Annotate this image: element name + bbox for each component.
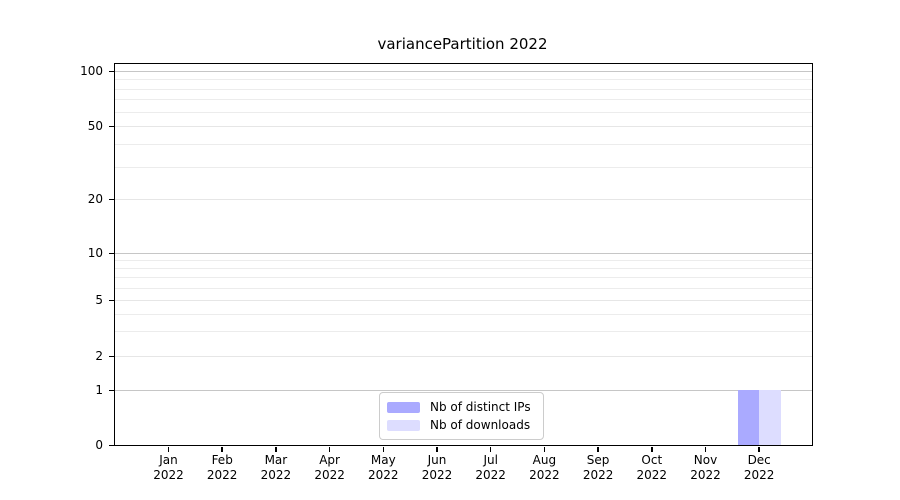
x-tick-mark <box>543 447 546 452</box>
x-tick-label-year: 2022 <box>153 468 184 482</box>
y-tick-label: 100 <box>80 64 103 78</box>
x-tick-label: Jun 2022 <box>407 453 467 483</box>
x-tick-label-month: Jul <box>483 453 498 467</box>
x-tick-mark <box>651 447 653 452</box>
x-tick-label: Apr 2022 <box>300 453 360 483</box>
y-gridline <box>115 390 812 391</box>
x-tick-label: Oct 2022 <box>622 453 682 483</box>
y-gridline <box>115 300 812 301</box>
x-tick-label-year: 2022 <box>636 468 668 482</box>
x-tick-label-year: 2022 <box>421 468 453 482</box>
x-tick-label-month: Mar <box>264 453 288 467</box>
x-tick-label: Mar 2022 <box>246 453 306 483</box>
y-gridline-minor <box>115 79 812 81</box>
x-tick-label-month: Dec <box>747 453 771 467</box>
x-tick-label-month: Sep <box>586 453 610 467</box>
y-gridline <box>115 126 812 127</box>
y-tick-mark <box>109 70 114 72</box>
y-gridline-minor <box>115 111 812 113</box>
y-gridline <box>115 199 812 200</box>
y-tick-mark <box>109 355 114 357</box>
legend-label-distinct-ips: Nb of distinct IPs <box>430 400 531 414</box>
x-tick-mark <box>436 447 438 452</box>
y-tick-mark <box>109 252 114 254</box>
y-tick-label: 50 <box>87 119 103 133</box>
y-gridline-minor <box>115 99 812 101</box>
y-gridline-minor <box>115 313 812 315</box>
x-tick-label-month: Oct <box>641 453 663 467</box>
y-gridline-minor <box>115 143 812 145</box>
x-tick-label: Jul 2022 <box>461 453 521 483</box>
x-tick-label-month: Apr <box>319 453 340 467</box>
x-tick-label: Dec 2022 <box>729 453 789 483</box>
legend-entry-distinct-ips: Nb of distinct IPs <box>387 398 543 416</box>
x-tick-label-month: Feb <box>211 453 233 467</box>
y-gridline-minor <box>115 277 812 279</box>
y-tick-label: 20 <box>87 192 103 206</box>
x-tick-label-year: 2022 <box>582 468 614 482</box>
y-gridline-minor <box>115 331 812 333</box>
y-tick-mark <box>109 198 114 200</box>
x-tick-label: May 2022 <box>353 453 413 483</box>
y-gridline <box>115 253 812 254</box>
x-tick-mark <box>597 447 599 452</box>
x-tick-label-year: 2022 <box>206 468 238 482</box>
plot-area: 0 1 2 5 10 20 50 100 Jan 2022 Feb 2022 Mar 2022 Apr 202… <box>80 63 813 482</box>
y-tick-mark <box>109 389 114 391</box>
y-gridline-minor <box>115 268 812 270</box>
x-tick-label-year: 2022 <box>690 468 721 482</box>
y-gridline-minor <box>115 260 812 262</box>
bar-nb-of-downloads <box>759 390 781 445</box>
x-tick-label-year: 2022 <box>368 468 399 482</box>
x-tick-label-month: Aug <box>532 453 557 467</box>
y-gridline-minor <box>115 88 812 90</box>
x-tick-mark <box>328 447 331 452</box>
chart-title: variancePartition 2022 <box>377 35 548 53</box>
x-tick-label-month: Nov <box>693 453 718 467</box>
bar-nb-of-distinct-ips <box>737 390 760 445</box>
x-tick-label-month: Jun <box>427 453 447 467</box>
legend: Nb of distinct IPs Nb of downloads <box>379 392 544 440</box>
x-tick-mark <box>758 447 760 452</box>
x-tick-label-year: 2022 <box>529 468 560 482</box>
y-tick-label: 10 <box>87 246 103 260</box>
y-gridline <box>115 71 812 72</box>
x-tick-label-year: 2022 <box>314 468 345 482</box>
legend-swatch-downloads <box>387 419 420 431</box>
x-tick-label: Jan 2022 <box>139 453 199 483</box>
legend-entry-downloads: Nb of downloads <box>387 416 543 434</box>
legend-label-downloads: Nb of downloads <box>430 418 531 432</box>
x-tick-mark <box>382 447 385 452</box>
y-tick-mark <box>109 125 114 127</box>
x-tick-mark <box>275 447 277 452</box>
x-tick-label-year: 2022 <box>475 468 506 482</box>
x-tick-label-year: 2022 <box>743 468 775 482</box>
y-gridline-minor <box>115 166 812 168</box>
x-tick-label-month: May <box>370 453 396 467</box>
x-tick-label: Nov 2022 <box>676 453 736 483</box>
x-tick-mark <box>167 447 170 452</box>
x-tick-label: Aug 2022 <box>514 453 574 483</box>
x-tick-mark <box>704 447 707 452</box>
legend-swatch-distinct-ips <box>387 401 420 413</box>
y-tick-label: 1 <box>95 383 103 397</box>
y-gridline-minor <box>115 287 812 289</box>
y-gridline <box>115 356 812 357</box>
x-tick-mark <box>489 447 492 452</box>
x-tick-label-month: Jan <box>159 453 178 467</box>
y-tick-label: 0 <box>95 438 103 452</box>
y-tick-mark <box>109 444 114 446</box>
y-tick-label: 5 <box>95 293 103 307</box>
x-tick-label-year: 2022 <box>260 468 292 482</box>
x-tick-mark <box>221 447 223 452</box>
x-tick-label: Sep 2022 <box>568 453 628 483</box>
y-tick-label: 2 <box>95 349 103 363</box>
y-tick-mark <box>109 299 114 301</box>
x-tick-label: Feb 2022 <box>192 453 252 483</box>
